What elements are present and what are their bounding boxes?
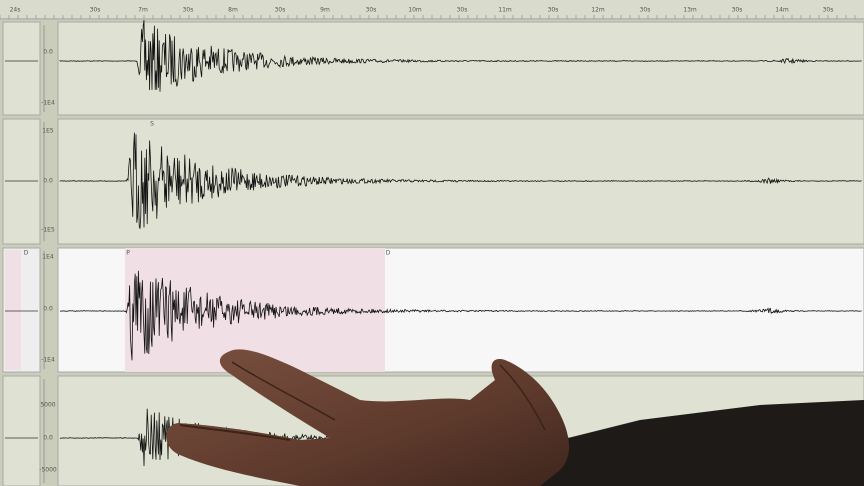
time-label: 30s bbox=[457, 7, 468, 14]
time-label: 30s bbox=[275, 7, 286, 14]
time-label: 7m bbox=[138, 7, 148, 14]
time-label: 30s bbox=[732, 7, 743, 14]
time-label: 30s bbox=[366, 7, 377, 14]
scale-label: -5000 bbox=[39, 467, 57, 474]
waveform bbox=[59, 270, 862, 361]
time-label: 11m bbox=[498, 7, 512, 14]
scale-label: 0.0 bbox=[43, 178, 53, 185]
time-label: 24s bbox=[10, 7, 21, 14]
time-label: 8m bbox=[228, 7, 238, 14]
time-label: 30s bbox=[823, 7, 834, 14]
scale-label: 1E5 bbox=[42, 128, 54, 135]
side-panel bbox=[2, 375, 41, 486]
pick-window bbox=[5, 250, 21, 370]
scale-label: 0.0 bbox=[43, 306, 53, 313]
scale-label: -1E4 bbox=[41, 357, 55, 364]
time-label: 9m bbox=[320, 7, 330, 14]
scale-label: -1E4 bbox=[41, 100, 55, 107]
side-panel bbox=[2, 21, 41, 116]
time-label: 30s bbox=[640, 7, 651, 14]
scale-label: 0.0 bbox=[43, 435, 53, 442]
time-label: 30s bbox=[90, 7, 101, 14]
trace-panel bbox=[57, 21, 864, 116]
time-label: 13m bbox=[683, 7, 697, 14]
waveform bbox=[59, 132, 862, 229]
waveform bbox=[59, 20, 862, 92]
side-panel bbox=[2, 118, 41, 245]
phase-label: D bbox=[24, 250, 29, 257]
scale-label: 5000 bbox=[40, 402, 55, 409]
time-label: 30s bbox=[183, 7, 194, 14]
time-label: 12m bbox=[591, 7, 605, 14]
scale-label: 0.0 bbox=[43, 49, 53, 56]
hand bbox=[166, 349, 864, 486]
time-label: 14m bbox=[775, 7, 789, 14]
time-label: 10m bbox=[408, 7, 422, 14]
time-label: 30s bbox=[548, 7, 559, 14]
phase-label: S bbox=[150, 121, 154, 128]
scale-label: -1E5 bbox=[41, 227, 55, 234]
phase-label: D bbox=[386, 250, 391, 257]
phase-label: P bbox=[126, 250, 130, 257]
labels: 24s 30s 7m 30s 8m 30s 9m 30s 10m 30s 11m 30s 12m 30s 1… bbox=[0, 7, 856, 474]
scale-label: 1E4 bbox=[42, 254, 54, 261]
